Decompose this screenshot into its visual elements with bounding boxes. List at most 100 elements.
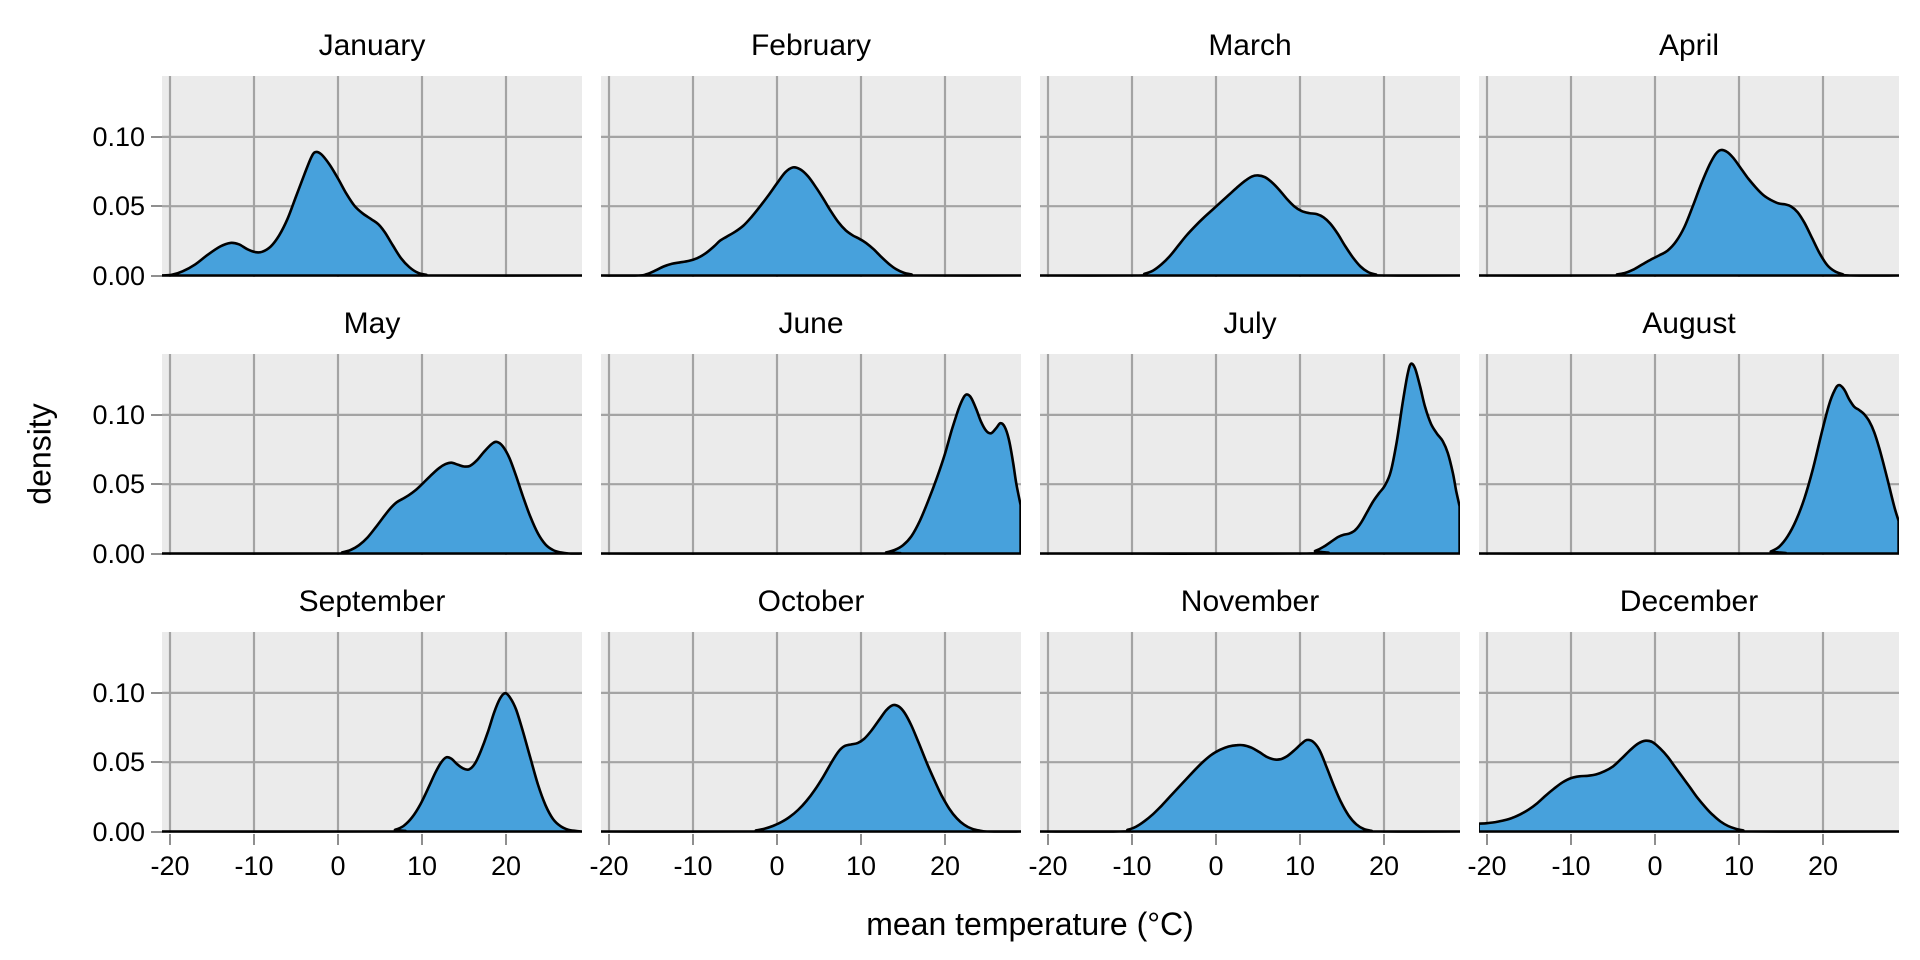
density-plot-august: [1479, 354, 1899, 555]
density-area-october: [601, 703, 1021, 833]
density-plot-april: [1479, 76, 1899, 277]
y-tick: [151, 413, 162, 416]
y-tick: [151, 135, 162, 138]
density-area-february: [601, 165, 1021, 277]
x-tick-label: 10: [845, 851, 877, 881]
facet-title-april: April: [1658, 29, 1719, 62]
facet-title-december: December: [1619, 585, 1759, 618]
x-tick-label: 10: [1723, 851, 1755, 881]
x-tick-label: -20: [1467, 851, 1507, 881]
x-tick: [1131, 834, 1133, 845]
facet-panel-october: [601, 632, 1021, 833]
facet-title-may: May: [343, 307, 401, 340]
x-tick-label: 0: [1647, 851, 1663, 881]
x-tick-label: 20: [1807, 851, 1839, 881]
x-tick: [776, 834, 778, 845]
y-tick-label: 0.10: [92, 677, 145, 708]
density-area-december: [1479, 739, 1899, 833]
y-tick: [151, 691, 162, 694]
x-tick-label: 0: [330, 851, 346, 881]
facet-panel-february: [601, 76, 1021, 277]
x-tick-label: 10: [406, 851, 438, 881]
density-plot-october: [601, 632, 1021, 833]
facet-panel-june: [601, 354, 1021, 555]
density-plot-december: [1479, 632, 1899, 833]
x-tick-label: -10: [234, 851, 274, 881]
x-tick: [505, 834, 507, 845]
x-tick: [421, 834, 423, 845]
density-plot-may: [162, 354, 582, 555]
y-tick: [151, 483, 162, 486]
y-tick-label: 0.00: [92, 816, 145, 847]
facet-panel-may: [162, 354, 582, 555]
x-tick-label: 20: [490, 851, 522, 881]
facet-panel-april: [1479, 76, 1899, 277]
density-plot-june: [601, 354, 1021, 555]
facet-title-november: November: [1180, 585, 1320, 618]
y-tick-label: 0.05: [92, 747, 145, 778]
x-tick: [944, 834, 946, 845]
facet-panel-december: [1479, 632, 1899, 833]
x-tick: [1047, 834, 1049, 845]
x-tick: [1738, 834, 1740, 845]
density-plot-november: [1040, 632, 1460, 833]
density-area-november: [1040, 738, 1460, 833]
facet-panel-august: [1479, 354, 1899, 555]
facet-title-august: August: [1642, 307, 1736, 340]
facet-title-january: January: [318, 29, 426, 62]
y-tick-label: 0.05: [92, 469, 145, 500]
y-tick-label: 0.00: [92, 538, 145, 569]
x-tick-label: 0: [769, 851, 785, 881]
x-tick-label: 20: [929, 851, 961, 881]
density-plot-july: [1040, 354, 1460, 555]
y-tick: [151, 205, 162, 208]
facet-panel-november: [1040, 632, 1460, 833]
facet-panel-january: [162, 76, 582, 277]
facet-panel-september: [162, 632, 582, 833]
y-tick: [151, 274, 162, 277]
facet-title-march: March: [1208, 29, 1292, 62]
density-plot-january: [162, 76, 582, 277]
density-plot-march: [1040, 76, 1460, 277]
x-tick-label: -20: [589, 851, 629, 881]
facet-panel-march: [1040, 76, 1460, 277]
x-tick: [169, 834, 171, 845]
x-tick-label: 10: [1284, 851, 1316, 881]
x-tick: [253, 834, 255, 845]
x-tick: [1299, 834, 1301, 845]
y-tick-label: 0.10: [92, 121, 145, 152]
density-area-march: [1040, 174, 1460, 277]
density-area-june: [601, 393, 1021, 555]
x-tick-label: -20: [1028, 851, 1068, 881]
x-tick: [1486, 834, 1488, 845]
x-tick-label: -10: [1112, 851, 1152, 881]
density-plot-september: [162, 632, 582, 833]
x-tick-label: 0: [1208, 851, 1224, 881]
y-tick-label: 0.10: [92, 399, 145, 430]
x-tick: [1654, 834, 1656, 845]
density-area-january: [162, 150, 582, 277]
facet-title-october: October: [757, 585, 865, 618]
x-tick-label: -20: [150, 851, 190, 881]
x-tick-label: -10: [673, 851, 713, 881]
density-area-april: [1479, 148, 1899, 277]
facet-panel-july: [1040, 354, 1460, 555]
y-tick: [151, 552, 162, 555]
y-tick: [151, 830, 162, 833]
density-plot-february: [601, 76, 1021, 277]
density-area-may: [162, 440, 582, 555]
y-tick-label: 0.05: [92, 191, 145, 222]
density-area-september: [162, 691, 582, 833]
y-tick-label: 0.00: [92, 260, 145, 291]
density-area-august: [1479, 383, 1899, 555]
x-tick: [1570, 834, 1572, 845]
x-tick: [337, 834, 339, 845]
x-tick: [1215, 834, 1217, 845]
x-tick: [1822, 834, 1824, 845]
facet-title-february: February: [750, 29, 872, 62]
facet-title-june: June: [778, 307, 844, 340]
x-tick-label: 20: [1368, 851, 1400, 881]
x-tick: [1383, 834, 1385, 845]
density-area-july: [1040, 362, 1460, 555]
